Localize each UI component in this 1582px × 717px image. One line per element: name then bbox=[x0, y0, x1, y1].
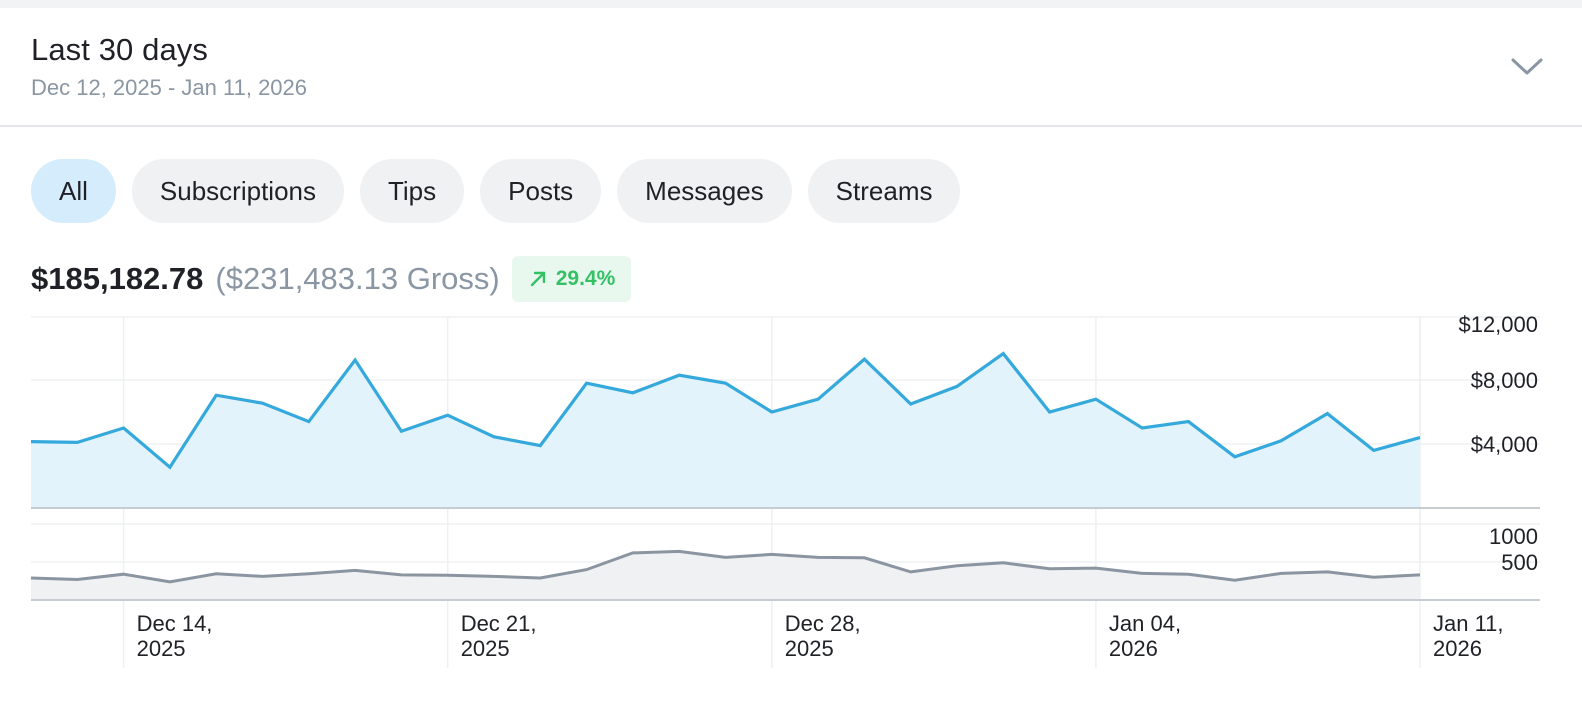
x-tick-label: Dec 14, bbox=[137, 611, 213, 636]
tab-all[interactable]: All bbox=[31, 159, 116, 223]
y-tick-label: $8,000 bbox=[1471, 368, 1538, 393]
tab-subscriptions[interactable]: Subscriptions bbox=[131, 159, 344, 223]
x-tick-label: Dec 28, bbox=[785, 611, 861, 636]
x-tick-label: 2026 bbox=[1109, 636, 1158, 661]
change-percent: 29.4% bbox=[555, 267, 616, 290]
x-tick-label: Jan 11, bbox=[1433, 611, 1504, 636]
tab-posts[interactable]: Posts bbox=[480, 159, 602, 223]
tab-streams[interactable]: Streams bbox=[807, 159, 961, 223]
y-tick-label: $4,000 bbox=[1471, 432, 1538, 457]
gross-earnings: ($231,483.13 Gross) bbox=[215, 261, 500, 296]
range-title: Last 30 days bbox=[31, 32, 208, 67]
arrow-up-right-icon bbox=[530, 271, 545, 287]
earnings-area bbox=[31, 353, 1420, 508]
tab-messages[interactable]: Messages bbox=[617, 159, 792, 223]
x-tick-label: 2025 bbox=[461, 636, 510, 661]
category-tabs: All Subscriptions Tips Posts Messages St… bbox=[31, 159, 961, 223]
earnings-summary: $185,182.78 ($231,483.13 Gross) 29.4% bbox=[31, 256, 632, 302]
earnings-series bbox=[30, 351, 1540, 509]
x-tick-label: Jan 04, bbox=[1109, 611, 1181, 636]
count-series bbox=[30, 549, 1540, 601]
range-dates: Dec 12, 2025 - Jan 11, 2026 bbox=[31, 75, 308, 100]
date-range-selector[interactable]: Last 30 days Dec 12, 2025 - Jan 11, 2026 bbox=[0, 8, 1582, 127]
x-tick-label: Dec 21, bbox=[461, 611, 537, 636]
x-tick-label: 2025 bbox=[137, 636, 186, 661]
x-tick-label: 2025 bbox=[785, 636, 834, 661]
tab-tips[interactable]: Tips bbox=[359, 159, 465, 223]
earnings-line bbox=[30, 351, 1421, 470]
y-tick-label: 500 bbox=[1501, 550, 1538, 575]
y-tick-label: 1000 bbox=[1489, 524, 1538, 549]
change-badge: 29.4% bbox=[511, 256, 632, 302]
count-line bbox=[30, 549, 1421, 584]
net-earnings: $185,182.78 bbox=[31, 261, 204, 296]
y-tick-label: $12,000 bbox=[1458, 312, 1538, 337]
count-area bbox=[31, 551, 1420, 600]
chevron-down-icon[interactable] bbox=[1510, 56, 1544, 78]
top-strip bbox=[0, 0, 1582, 8]
x-tick-label: 2026 bbox=[1433, 636, 1482, 661]
